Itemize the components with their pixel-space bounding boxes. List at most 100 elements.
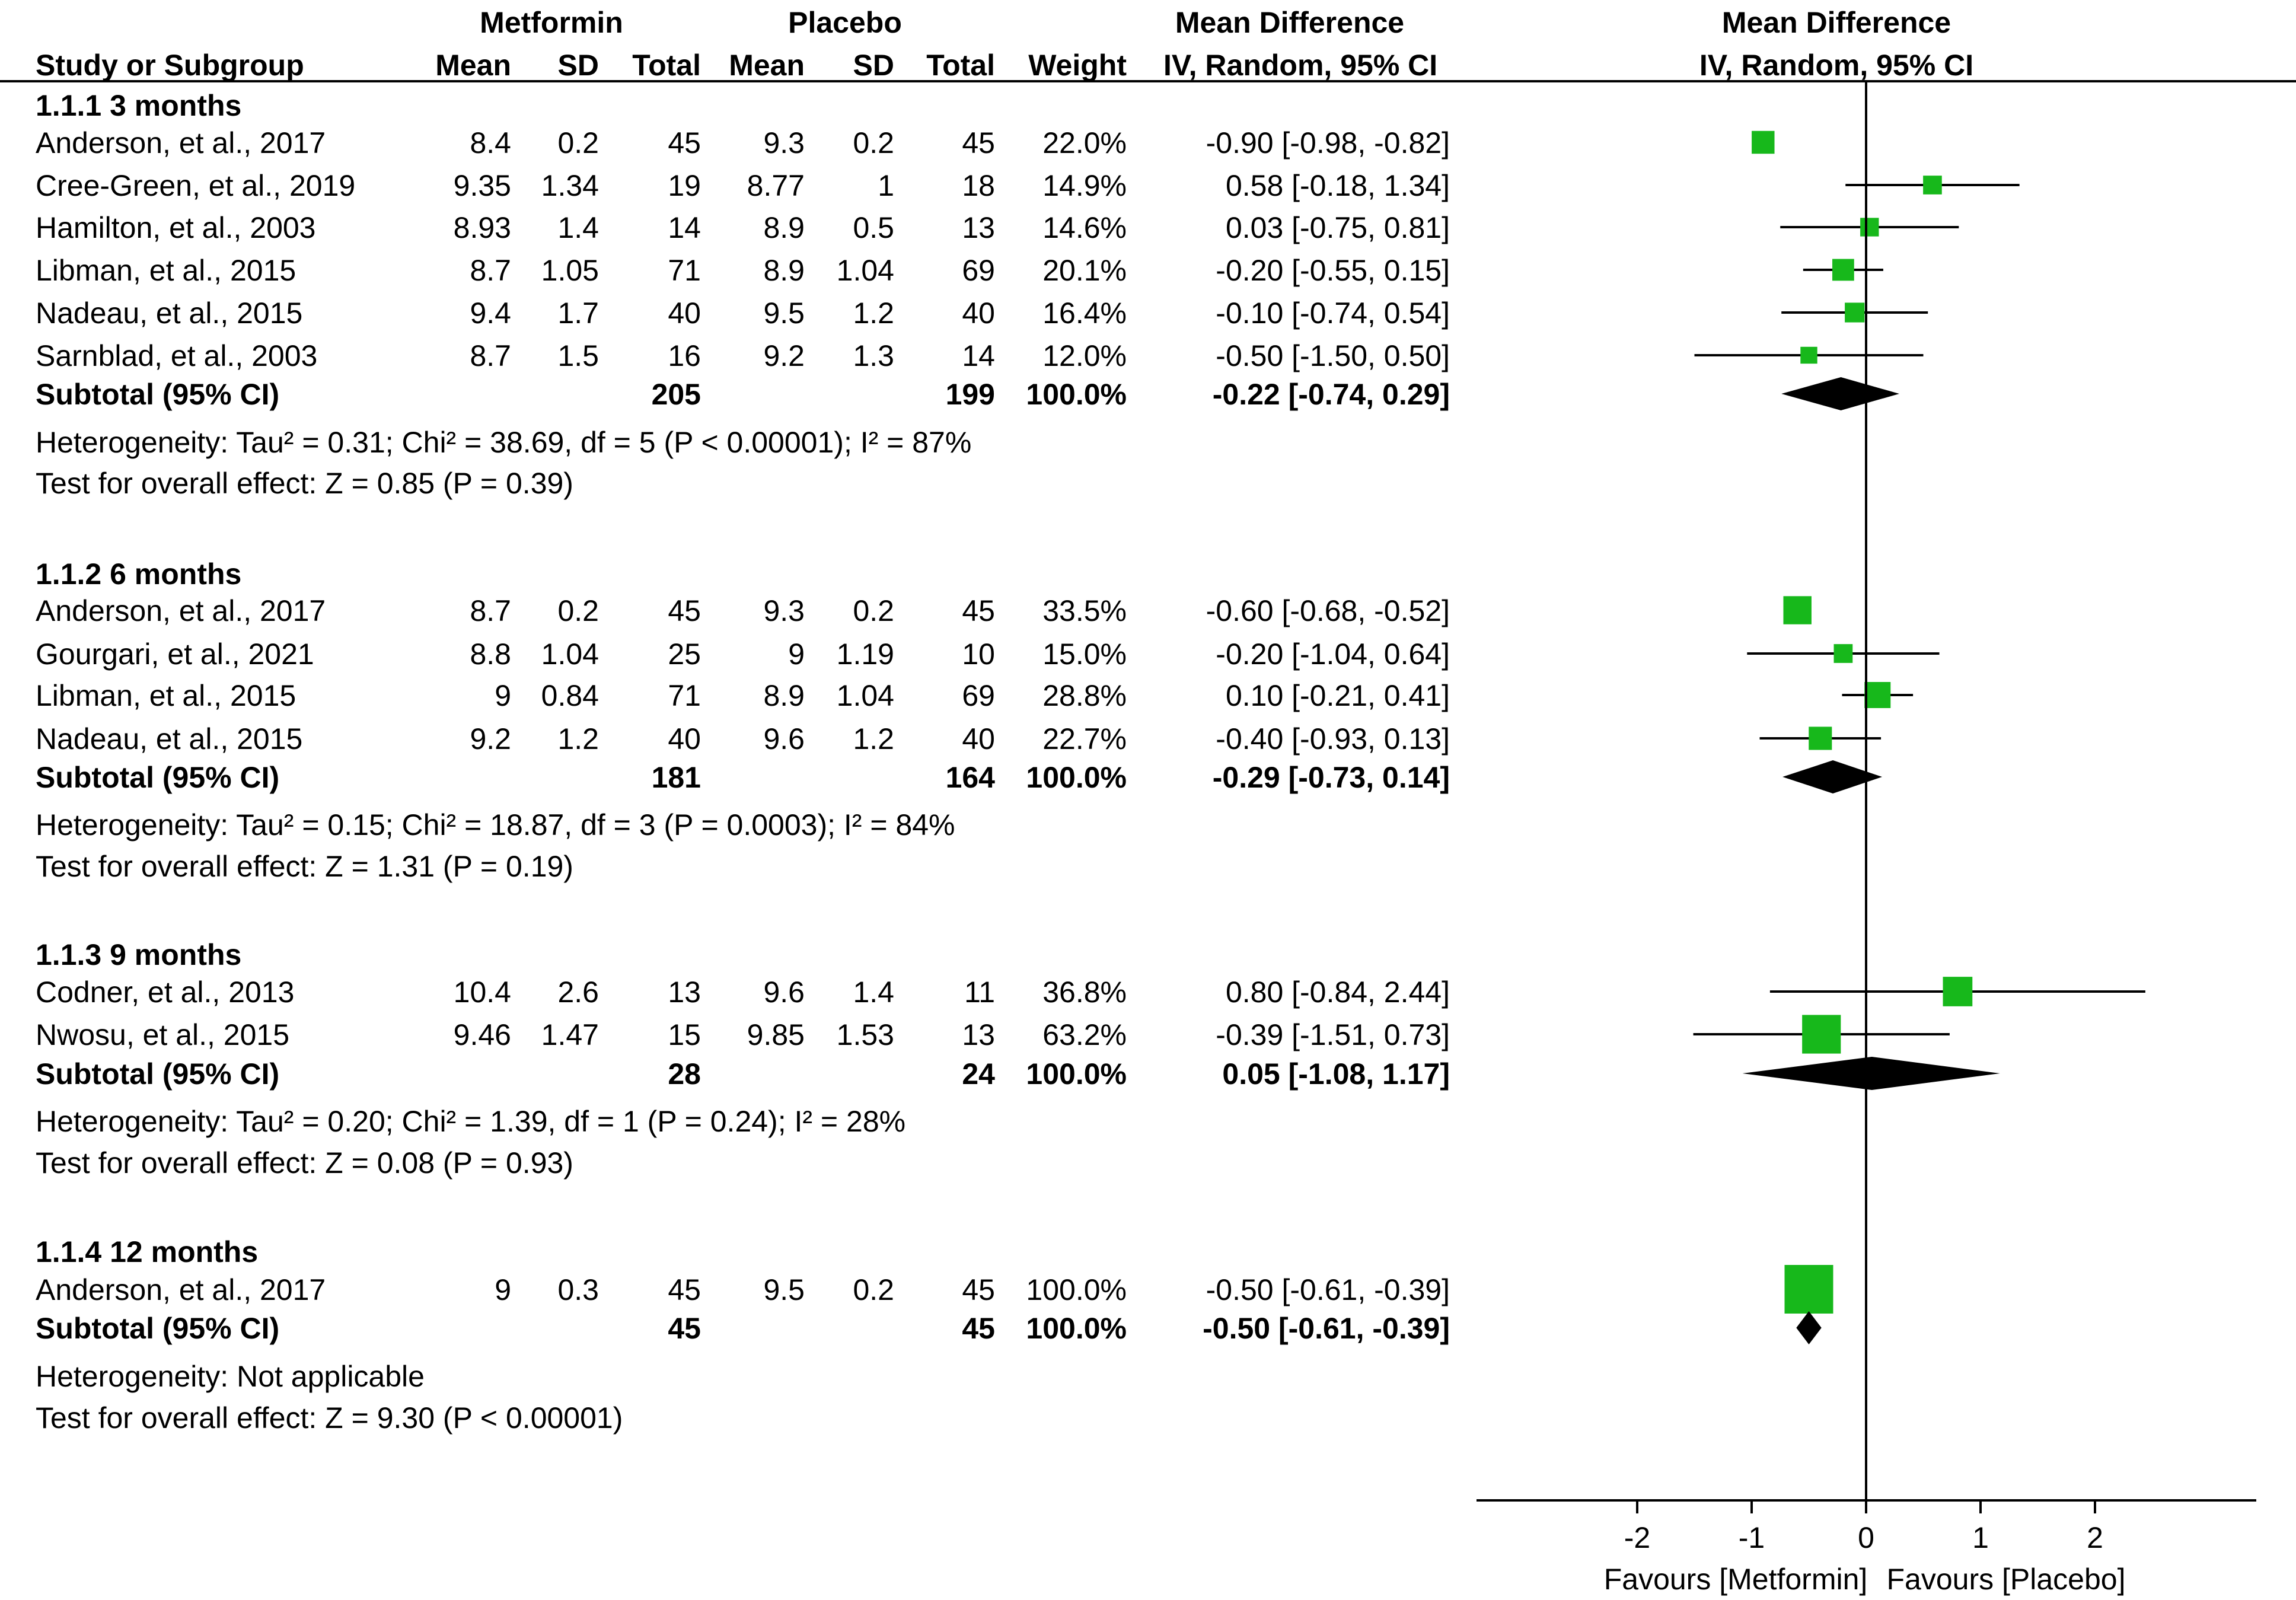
metformin-sd: 1.5 — [557, 339, 599, 372]
metformin-mean: 9.2 — [470, 722, 511, 756]
placebo-sd: 1.53 — [837, 1018, 894, 1051]
subtotal-metformin-total: 205 — [652, 378, 701, 411]
subtotal-label: Subtotal (95% CI) — [36, 1312, 279, 1345]
subtotal-placebo-total: 24 — [962, 1057, 995, 1091]
study-ci: 0.80 [-0.84, 2.44] — [1226, 976, 1450, 1009]
metformin-mean: 8.7 — [470, 594, 511, 627]
subtotal-placebo-total: 199 — [946, 378, 995, 411]
metformin-sd: 1.34 — [541, 169, 599, 202]
study-weight: 15.0% — [1042, 638, 1127, 671]
metformin-mean: 9.35 — [454, 169, 511, 202]
study-weight: 16.4% — [1042, 297, 1127, 330]
study-ci: -0.39 [-1.51, 0.73] — [1216, 1018, 1450, 1051]
subgroup-title: 1.1.1 3 months — [36, 89, 241, 122]
placebo-total: 40 — [962, 722, 995, 756]
study-weight: 14.9% — [1042, 169, 1127, 202]
study-name: Sarnblad, et al., 2003 — [36, 339, 317, 372]
placebo-sd: 1.4 — [853, 976, 894, 1009]
x-tick-label: 0 — [1858, 1521, 1874, 1554]
plot-title: Mean Difference — [1722, 6, 1951, 39]
overall-effect-text: Test for overall effect: Z = 1.31 (P = 0… — [36, 850, 573, 883]
placebo-total: 45 — [962, 1273, 995, 1306]
placebo-sd: 0.2 — [853, 1273, 894, 1306]
subtotal-diamond — [1782, 760, 1883, 793]
subtotal-label: Subtotal (95% CI) — [36, 761, 279, 794]
effect-square — [1923, 176, 1942, 195]
metformin-sd: 1.04 — [541, 638, 599, 671]
overall-effect-text: Test for overall effect: Z = 9.30 (P < 0… — [36, 1401, 623, 1435]
metformin-mean: 8.8 — [470, 638, 511, 671]
study-ci: -0.50 [-0.61, -0.39] — [1206, 1273, 1450, 1306]
placebo-sd: 1.04 — [837, 679, 894, 712]
overall-effect-text: Test for overall effect: Z = 0.85 (P = 0… — [36, 467, 573, 500]
subgroup-title: 1.1.4 12 months — [36, 1235, 258, 1268]
study-ci: 0.10 [-0.21, 0.41] — [1226, 679, 1450, 712]
metformin-total: 45 — [668, 126, 701, 160]
study-ci: -0.10 [-0.74, 0.54] — [1216, 297, 1450, 330]
study-weight: 36.8% — [1042, 976, 1127, 1009]
placebo-mean: 9.3 — [763, 126, 805, 160]
study-name: Libman, et al., 2015 — [36, 679, 296, 712]
study-name: Nwosu, et al., 2015 — [36, 1018, 289, 1051]
subtotal-placebo-total: 45 — [962, 1312, 995, 1345]
effect-square — [1860, 218, 1879, 237]
placebo-total: 69 — [962, 679, 995, 712]
study-ci: -0.40 [-0.93, 0.13] — [1216, 722, 1450, 756]
favours-metformin-label: Favours [Metformin] — [1604, 1563, 1868, 1596]
favours-placebo-label: Favours [Placebo] — [1887, 1563, 2126, 1596]
study-weight: 100.0% — [1026, 1273, 1127, 1306]
placebo-sd: 0.2 — [853, 126, 894, 160]
plot-marks — [1693, 130, 2145, 1344]
placebo-sd: 1.04 — [837, 254, 894, 287]
subtotal-diamond — [1742, 1057, 2000, 1090]
study-name: Nadeau, et al., 2015 — [36, 297, 302, 330]
metformin-total: 25 — [668, 638, 701, 671]
metformin-total: 45 — [668, 594, 701, 627]
placebo-mean: 8.77 — [747, 169, 805, 202]
header-metformin: Metformin — [480, 6, 623, 39]
subtotal-ci: -0.22 [-0.74, 0.29] — [1213, 378, 1450, 411]
placebo-mean: 9.5 — [763, 1273, 805, 1306]
study-weight: 22.7% — [1042, 722, 1127, 756]
heterogeneity-text: Heterogeneity: Not applicable — [36, 1360, 425, 1393]
metformin-mean: 8.93 — [454, 211, 511, 244]
placebo-sd: 1.2 — [853, 297, 894, 330]
placebo-mean: 8.9 — [763, 679, 805, 712]
heterogeneity-text: Heterogeneity: Tau² = 0.15; Chi² = 18.87… — [36, 808, 955, 842]
metformin-sd: 0.3 — [557, 1273, 599, 1306]
metformin-sd: 1.05 — [541, 254, 599, 287]
study-weight: 28.8% — [1042, 679, 1127, 712]
study-weight: 20.1% — [1042, 254, 1127, 287]
placebo-mean: 8.9 — [763, 211, 805, 244]
x-axis-ticks: -2 -1 0 1 2 — [1624, 1500, 2103, 1554]
effect-square — [1943, 977, 1973, 1006]
x-tick-label: 1 — [1972, 1521, 1989, 1554]
placebo-sd: 0.2 — [853, 594, 894, 627]
placebo-total: 11 — [964, 976, 995, 1009]
study-name: Anderson, et al., 2017 — [36, 126, 326, 160]
subgroup-title: 1.1.3 9 months — [36, 938, 241, 971]
placebo-mean: 9.6 — [763, 722, 805, 756]
plot-subtitle: IV, Random, 95% CI — [1699, 49, 1973, 82]
study-ci: 0.03 [-0.75, 0.81] — [1226, 211, 1450, 244]
effect-square — [1784, 1265, 1833, 1314]
study-name: Codner, et al., 2013 — [36, 976, 294, 1009]
metformin-mean: 9.46 — [454, 1018, 511, 1051]
effect-square — [1864, 681, 1891, 709]
placebo-total: 10 — [962, 638, 995, 671]
col-metformin-sd: SD — [558, 49, 599, 82]
metformin-sd: 2.6 — [557, 976, 599, 1009]
subtotal-weight: 100.0% — [1026, 1312, 1127, 1345]
metformin-mean: 8.4 — [470, 126, 511, 160]
x-tick-label: -1 — [1739, 1521, 1765, 1554]
effect-square — [1783, 596, 1812, 624]
col-placebo-total: Total — [926, 49, 995, 82]
study-ci: -0.60 [-0.68, -0.52] — [1206, 594, 1450, 627]
placebo-total: 40 — [962, 297, 995, 330]
placebo-mean: 9.2 — [763, 339, 805, 372]
study-weight: 12.0% — [1042, 339, 1127, 372]
metformin-total: 14 — [668, 211, 701, 244]
study-weight: 14.6% — [1042, 211, 1127, 244]
metformin-total: 45 — [668, 1273, 701, 1306]
